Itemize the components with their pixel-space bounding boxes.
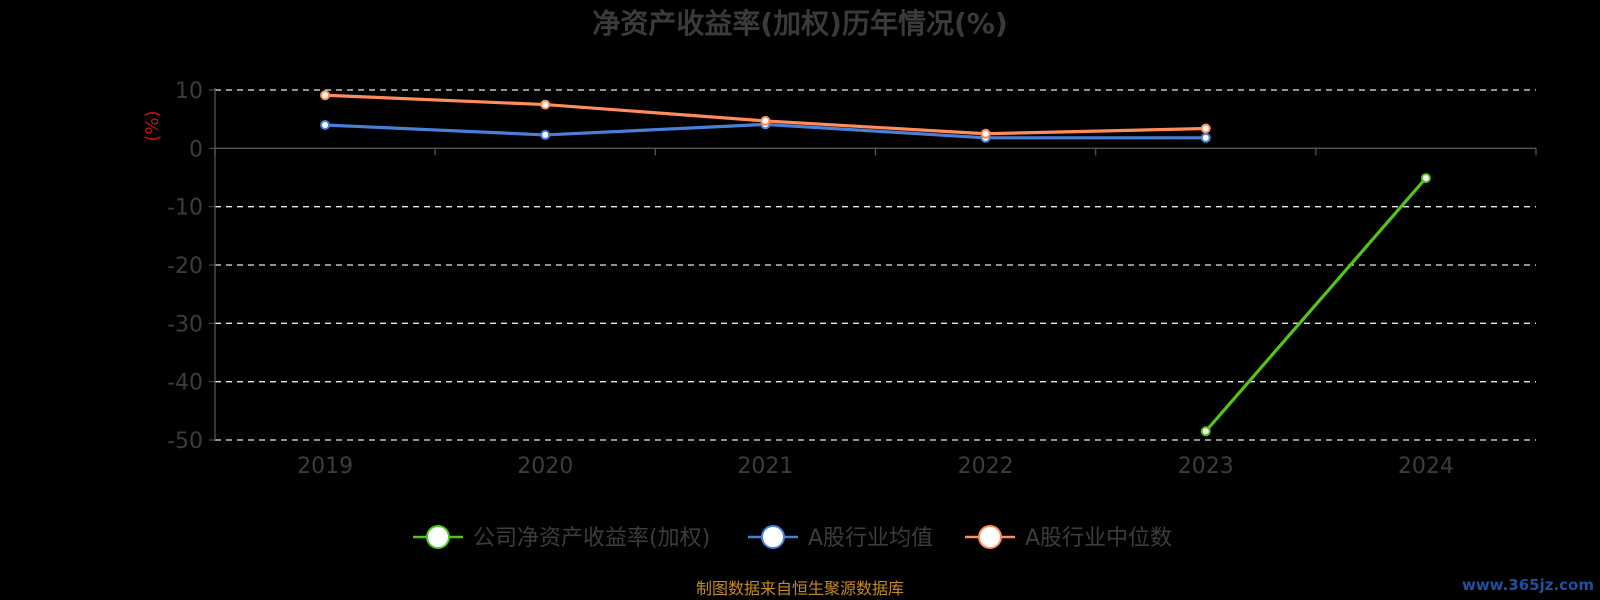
data-point — [1420, 173, 1431, 184]
data-point — [1200, 123, 1211, 134]
data-point — [540, 129, 551, 140]
legend-item-0[interactable]: 公司净资产收益率(加权) — [413, 525, 710, 551]
y-tick-label: -20 — [167, 254, 203, 279]
data-point — [540, 99, 551, 110]
data-point — [320, 120, 331, 130]
legend-item-1[interactable]: A股行业均值 — [748, 525, 933, 551]
x-tick-label: 2019 — [297, 454, 353, 479]
data-point — [320, 90, 331, 101]
legend-item-2[interactable]: A股行业中位数 — [965, 525, 1172, 551]
x-tick-label: 2021 — [737, 454, 793, 479]
y-tick-labels: 10 0 -10 -20 -30 -40 -50 — [167, 79, 203, 454]
series-line-0 — [1204, 177, 1428, 433]
data-source-note: 制图数据来自恒生聚源数据库 — [696, 579, 904, 598]
data-point — [980, 128, 991, 139]
grid-lines — [215, 89, 1536, 441]
y-tick-label: 0 — [189, 137, 203, 162]
y-tick-label: -30 — [167, 312, 203, 337]
legend-label: A股行业中位数 — [1025, 526, 1172, 551]
legend-label: 公司净资产收益率(加权) — [473, 526, 710, 551]
y-axis-label: (%) — [142, 110, 163, 141]
y-tick-label: -50 — [167, 429, 203, 454]
legend[interactable]: 公司净资产收益率(加权) A股行业均值 A股行业中位数 — [413, 525, 1172, 551]
x-tick-label: 2020 — [517, 454, 573, 479]
chart-title: 净资产收益率(加权)历年情况(%) — [592, 7, 1007, 40]
series-layer — [320, 90, 1431, 437]
data-point — [1200, 132, 1211, 143]
x-tick-label: 2022 — [958, 454, 1014, 479]
legend-marker — [761, 525, 785, 549]
legend-label: A股行业均值 — [808, 526, 933, 551]
legend-marker — [426, 525, 450, 549]
x-tick-labels: 2019 2020 2021 2022 2023 2024 — [297, 454, 1454, 479]
site-watermark: www.365jz.com — [1462, 576, 1594, 594]
legend-marker — [978, 525, 1002, 549]
x-tick-label: 2023 — [1178, 454, 1234, 479]
y-tick-label: -40 — [167, 371, 203, 396]
data-point — [760, 115, 771, 126]
data-point — [1200, 426, 1211, 437]
y-tick-label: 10 — [175, 79, 203, 104]
y-tick-label: -10 — [167, 196, 203, 221]
axes — [209, 88, 1537, 441]
x-tick-label: 2024 — [1398, 454, 1454, 479]
